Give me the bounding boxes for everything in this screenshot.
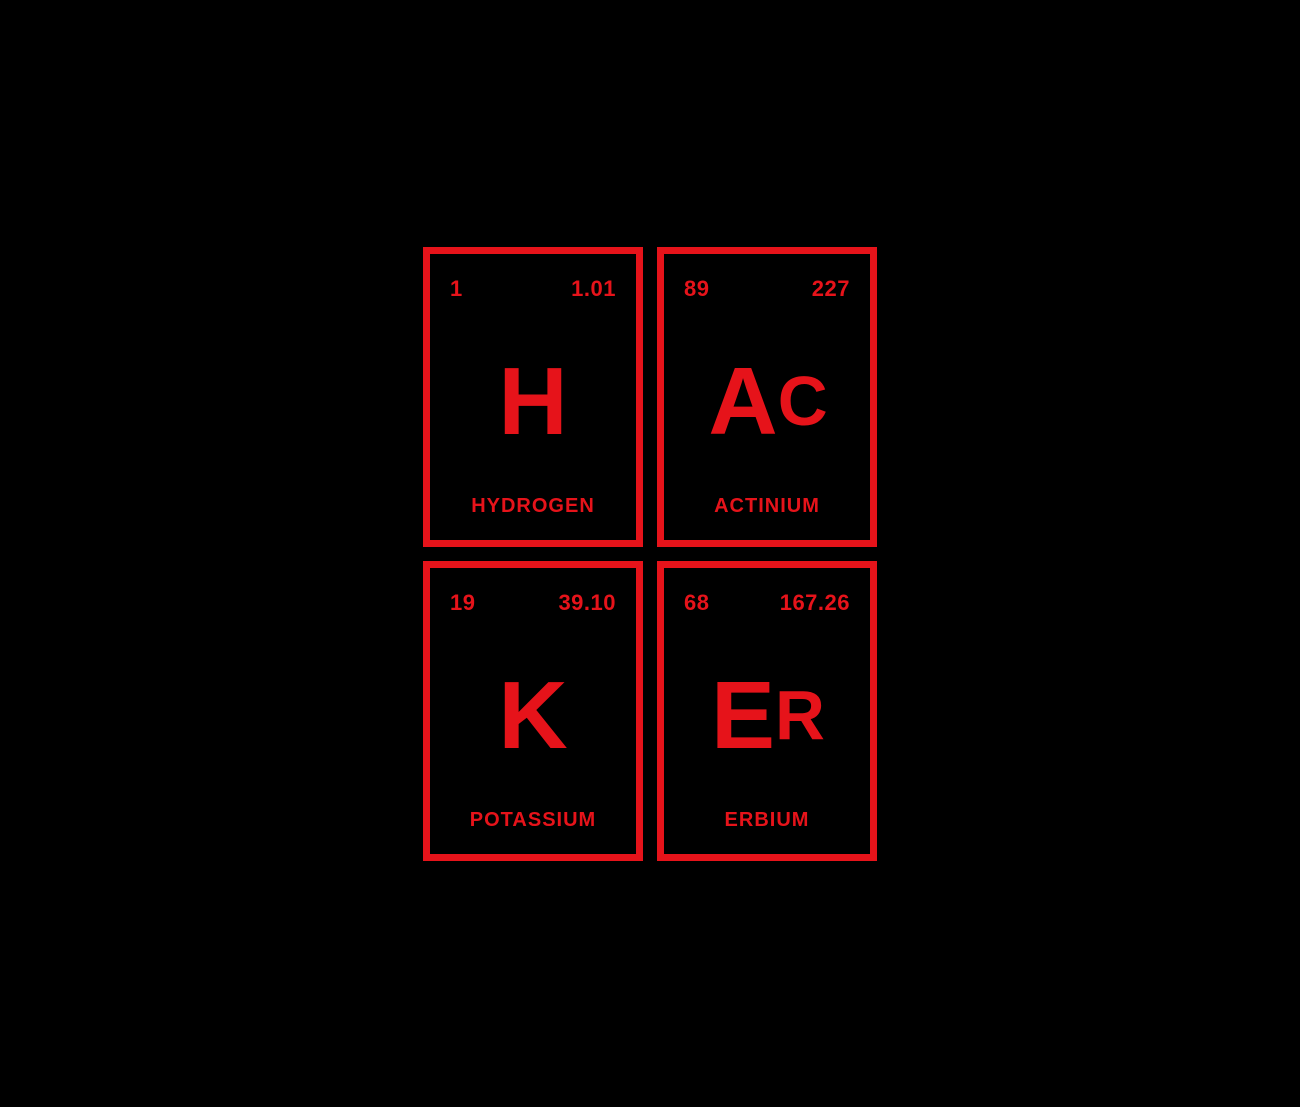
element-symbol: K (498, 624, 567, 809)
periodic-tile-grid: 1 1.01 H HYDROGEN 89 227 AC ACTINIUM 19 … (423, 247, 877, 861)
atomic-mass: 227 (812, 276, 850, 302)
element-symbol: H (498, 310, 567, 495)
atomic-number: 89 (684, 276, 709, 302)
element-tile-hydrogen: 1 1.01 H HYDROGEN (423, 247, 643, 547)
element-tile-erbium: 68 167.26 ER ERBIUM (657, 561, 877, 861)
symbol-first-letter: H (498, 354, 567, 450)
atomic-number: 68 (684, 590, 709, 616)
tile-top-row: 1 1.01 (450, 276, 616, 302)
tile-top-row: 19 39.10 (450, 590, 616, 616)
atomic-number: 19 (450, 590, 475, 616)
element-name: ACTINIUM (714, 495, 820, 518)
tile-top-row: 89 227 (684, 276, 850, 302)
symbol-rest: C (778, 367, 826, 436)
symbol-first-letter: K (498, 668, 567, 764)
symbol-first-letter: E (711, 668, 775, 764)
element-tile-potassium: 19 39.10 K POTASSIUM (423, 561, 643, 861)
element-name: ERBIUM (725, 809, 810, 832)
element-name: POTASSIUM (470, 809, 596, 832)
atomic-mass: 1.01 (571, 276, 616, 302)
element-tile-actinium: 89 227 AC ACTINIUM (657, 247, 877, 547)
symbol-rest: R (775, 681, 823, 750)
element-name: HYDROGEN (471, 495, 595, 518)
element-symbol: AC (708, 310, 825, 495)
symbol-first-letter: A (708, 354, 777, 450)
element-symbol: ER (711, 624, 823, 809)
atomic-mass: 167.26 (780, 590, 850, 616)
atomic-number: 1 (450, 276, 463, 302)
tile-top-row: 68 167.26 (684, 590, 850, 616)
atomic-mass: 39.10 (558, 590, 616, 616)
